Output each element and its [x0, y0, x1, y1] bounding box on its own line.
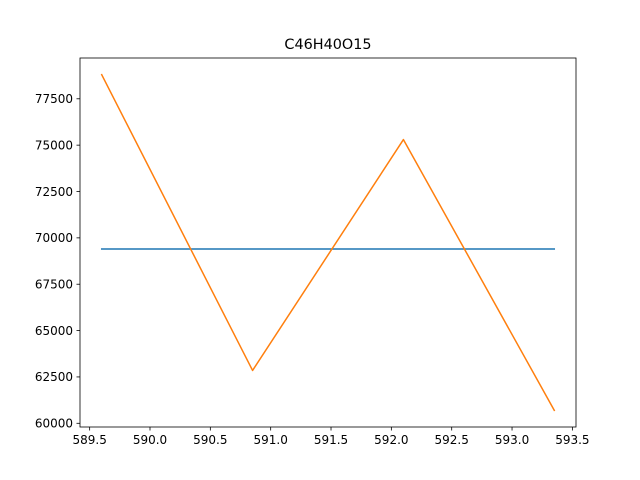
chart-title: C46H40O15	[284, 37, 371, 53]
y-tick-label: 70000	[35, 231, 73, 245]
y-tick-label: 60000	[35, 417, 73, 431]
axes-frame	[79, 57, 577, 428]
y-tick-label: 77500	[35, 92, 73, 106]
x-tick-label: 593.5	[555, 433, 589, 447]
y-tick-label: 72500	[35, 185, 73, 199]
x-tick-label: 591.0	[253, 433, 287, 447]
x-tick-label: 593.0	[495, 433, 529, 447]
x-tick-label: 590.0	[133, 433, 167, 447]
y-axis: 60000 62500 65000 67500 70000 72500 75000 77500	[35, 92, 80, 431]
x-tick-label: 592.0	[374, 433, 408, 447]
y-tick-label: 62500	[35, 370, 73, 384]
x-tick-label: 589.5	[72, 433, 106, 447]
y-tick-label: 67500	[35, 278, 73, 292]
y-tick-label: 65000	[35, 324, 73, 338]
x-axis: 589.5 590.0 590.5 591.0 591.5 592.0 592.5 593.0…	[72, 427, 590, 447]
y-tick-label: 75000	[35, 138, 73, 152]
series-line-2	[100, 73, 556, 412]
plot-lines	[100, 73, 556, 412]
x-tick-label: 591.5	[314, 433, 348, 447]
x-tick-label: 592.5	[435, 433, 469, 447]
x-tick-label: 590.5	[193, 433, 227, 447]
